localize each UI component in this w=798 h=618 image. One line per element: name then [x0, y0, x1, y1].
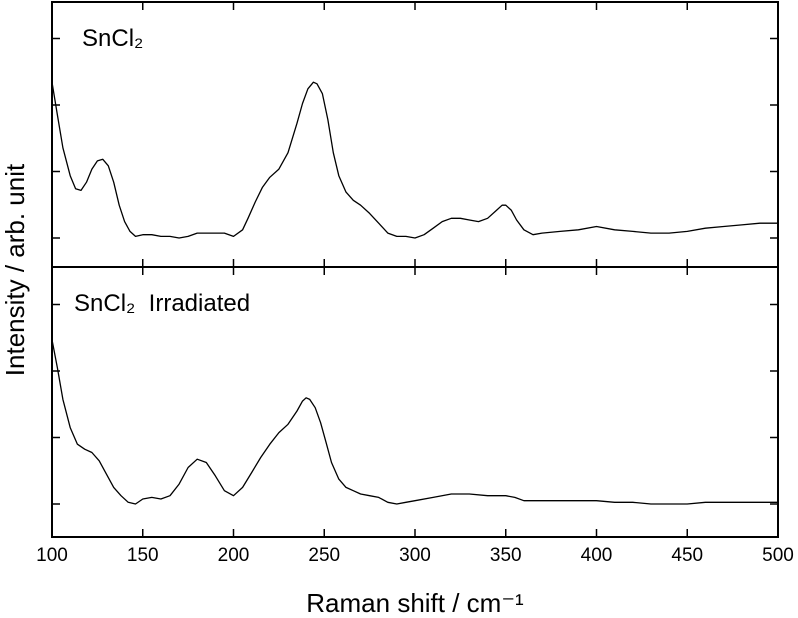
- axis-ticks: [52, 2, 778, 537]
- x-tick-label-250: 250: [308, 545, 340, 566]
- x-tick-label-300: 300: [399, 545, 431, 566]
- spectra: [51, 81, 779, 505]
- panel-label-sncl2: SnCl₂: [82, 25, 143, 52]
- x-tick-label-350: 350: [490, 545, 522, 566]
- spectrum-line-panel0-0: [51, 81, 779, 239]
- y-axis-label: Intensity / arb. unit: [0, 163, 30, 376]
- x-axis-label: Raman shift / cm⁻¹: [306, 588, 524, 618]
- x-tick-label-150: 150: [127, 545, 159, 566]
- spectrum-line-panel1-0: [51, 339, 779, 505]
- x-tick-label-500: 500: [762, 545, 794, 566]
- x-tick-labels: 100 150 200 250 300 350 400 450 500: [36, 545, 794, 566]
- panel-label-sncl2-irradiated: SnCl₂ Irradiated: [74, 290, 250, 317]
- x-tick-label-450: 450: [671, 545, 703, 566]
- x-tick-label-400: 400: [581, 545, 613, 566]
- x-tick-label-100: 100: [36, 545, 68, 566]
- x-tick-label-200: 200: [218, 545, 250, 566]
